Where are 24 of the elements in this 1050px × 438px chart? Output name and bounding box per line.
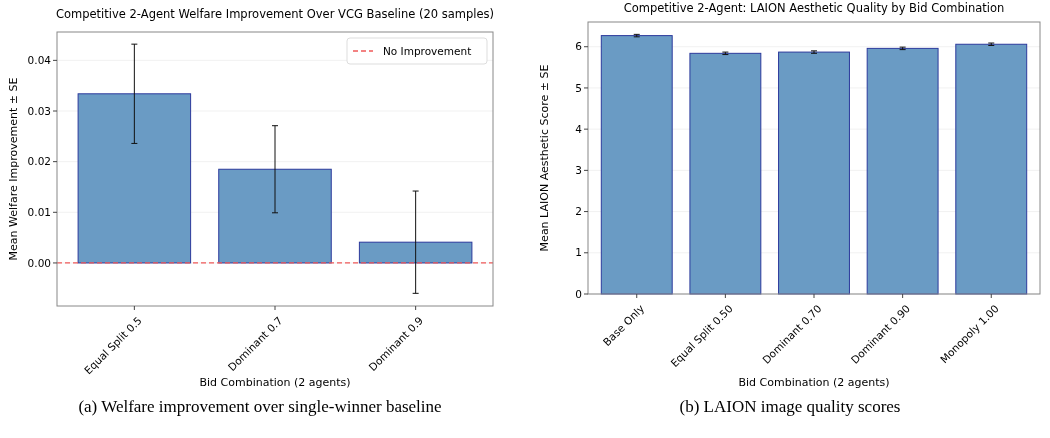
chart-title: Competitive 2-Agent: LAION Aesthetic Quality by Bid Combination <box>623 1 1005 15</box>
y-tick-label: 2 <box>575 205 582 218</box>
y-tick-label: 1 <box>575 246 582 259</box>
text: (b) LAION image quality scores <box>679 397 901 416</box>
legend-label: No Improvement <box>383 44 472 57</box>
y-tick-label: 6 <box>575 40 583 53</box>
y-axis-title: Mean LAION Aesthetic Score ± SE <box>538 64 551 252</box>
y-tick-label: 0.04 <box>27 54 52 67</box>
bar <box>358 241 473 264</box>
chart-title: Competitive 2-Agent Welfare Improvement Over VCG Baseline (20 samples) <box>55 7 495 21</box>
text: (a) Welfare improvement over single-winner baseline <box>78 397 442 416</box>
y-tick-label: 4 <box>575 122 583 135</box>
y-tick-label: 0.02 <box>27 155 51 168</box>
y-tick-label: 0.01 <box>27 205 51 218</box>
y-tick-label: 5 <box>575 81 582 94</box>
y-tick-label: 0.00 <box>27 256 51 269</box>
y-tick-label: 3 <box>575 164 582 177</box>
x-axis-title: Bid Combination (2 agents) <box>199 376 351 389</box>
x-axis-title: Bid Combination (2 agents) <box>738 376 890 389</box>
y-axis-title: Mean Welfare Improvement ± SE <box>7 77 20 261</box>
bar <box>77 93 192 264</box>
y-tick-label: 0.03 <box>27 104 51 117</box>
y-tick-label: 0 <box>575 287 582 300</box>
bar <box>218 168 332 264</box>
